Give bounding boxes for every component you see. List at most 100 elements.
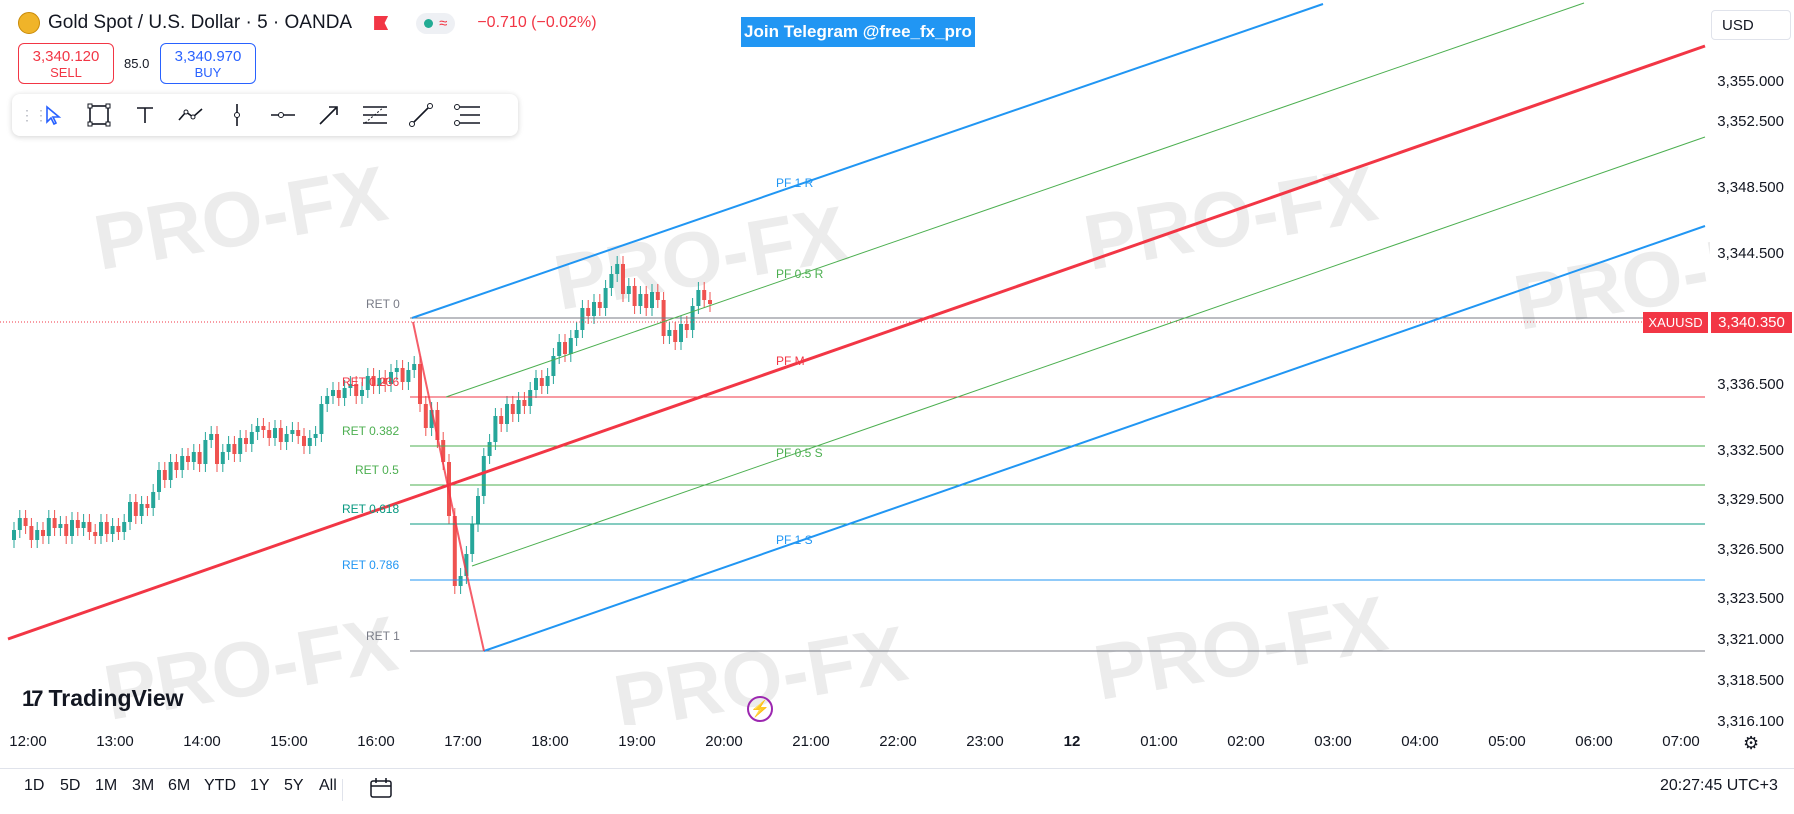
candle-body xyxy=(23,518,28,526)
price-axis[interactable]: 3,355.000 3,352.500 3,348.500 3,344.500 … xyxy=(1710,40,1794,730)
candle-body xyxy=(499,416,504,424)
drawing-toolbar: ⋮⋮ xyxy=(12,94,518,136)
candle-body xyxy=(487,442,492,456)
ret-0382-label: RET 0.382 xyxy=(342,424,399,438)
candle-body xyxy=(267,430,272,438)
drag-handle-icon[interactable]: ⋮⋮ xyxy=(20,106,48,123)
time-axis-label: 21:00 xyxy=(792,733,830,750)
lightning-icon[interactable]: ⚡ xyxy=(747,696,773,722)
range-5y-button[interactable]: 5Y xyxy=(284,777,304,794)
range-5d-button[interactable]: 5D xyxy=(60,777,81,794)
symbol-header[interactable]: Gold Spot / U.S. Dollar · 5 · OANDA ≈ −0… xyxy=(18,10,597,36)
tradingview-logo[interactable]: 17 TradingView xyxy=(22,685,184,712)
candle-body xyxy=(626,286,631,294)
time-axis-label: 03:00 xyxy=(1314,733,1352,750)
ret-1-label: RET 1 xyxy=(366,629,400,643)
candle-body xyxy=(151,492,156,508)
text-icon[interactable] xyxy=(122,96,168,134)
range-1d-button[interactable]: 1D xyxy=(24,777,45,794)
time-axis[interactable]: 12:00 13:00 14:00 15:00 16:00 17:00 18:0… xyxy=(0,733,1794,757)
toolbar-divider xyxy=(342,779,343,801)
candle-body xyxy=(93,532,98,536)
symbol-price-tag: XAUUSD xyxy=(1643,312,1708,333)
time-axis-label: 23:00 xyxy=(966,733,1004,750)
symbol-title[interactable]: Gold Spot / U.S. Dollar · 5 · OANDA xyxy=(48,12,353,33)
candle-body xyxy=(197,452,202,464)
time-axis-label: 19:00 xyxy=(618,733,656,750)
candle-body xyxy=(650,292,654,308)
candle-body xyxy=(255,426,260,432)
candle-body xyxy=(667,330,672,336)
currency-selector[interactable]: USD xyxy=(1711,10,1791,40)
time-axis-label: 17:00 xyxy=(444,733,482,750)
candle-body xyxy=(516,400,521,414)
candle-body xyxy=(360,390,364,396)
clock-timezone[interactable]: 20:27:45 UTC+3 xyxy=(1660,777,1778,794)
candle-body xyxy=(35,530,40,540)
range-1y-button[interactable]: 1Y xyxy=(250,777,270,794)
candle-body xyxy=(238,438,243,454)
range-ytd-button[interactable]: YTD xyxy=(204,777,236,794)
candle-body xyxy=(46,518,51,536)
spread-value: 85.0 xyxy=(124,56,150,71)
candle-body xyxy=(429,410,434,428)
candle-body xyxy=(348,384,353,388)
price-axis-label: 3,355.000 xyxy=(1717,73,1784,90)
time-axis-label: 13:00 xyxy=(96,733,134,750)
path-icon[interactable] xyxy=(168,96,214,134)
candle-body xyxy=(215,434,219,464)
flag-icon[interactable] xyxy=(374,16,389,30)
candle-body xyxy=(290,430,295,434)
pf-1s-label: PF 1 S xyxy=(776,533,813,547)
pitchfork-icon[interactable] xyxy=(444,96,490,134)
candle-body xyxy=(342,388,347,398)
candle-body xyxy=(632,286,637,306)
candle-body xyxy=(41,530,45,536)
watermark-text: PRO-FX xyxy=(1088,579,1393,717)
range-3m-button[interactable]: 3M xyxy=(132,777,155,794)
range-6m-button[interactable]: 6M xyxy=(168,777,191,794)
price-axis-label: 3,352.500 xyxy=(1717,113,1784,130)
candle-body xyxy=(452,516,457,586)
watermark-text: PRO-FX xyxy=(1078,149,1383,287)
range-1m-button[interactable]: 1M xyxy=(95,777,118,794)
candle-body xyxy=(302,436,306,446)
horizontal-ray-icon[interactable] xyxy=(260,96,306,134)
candle-body xyxy=(313,434,318,438)
candle-body xyxy=(209,434,214,440)
chart-settings-icon[interactable]: ⚙ xyxy=(1743,733,1760,753)
candle-body xyxy=(557,342,562,356)
market-status-pill[interactable]: ≈ xyxy=(416,12,456,34)
pf-05s-line xyxy=(471,136,1706,567)
fib-retracement-icon[interactable] xyxy=(352,96,398,134)
buy-button[interactable]: 3,340.970 BUY xyxy=(160,43,256,84)
candle-body xyxy=(145,504,150,508)
arrow-icon[interactable] xyxy=(306,96,352,134)
candle-body xyxy=(87,522,92,532)
trend-line-icon[interactable] xyxy=(398,96,444,134)
candle-body xyxy=(702,290,707,300)
candle-body xyxy=(319,404,324,434)
time-axis-label: 04:00 xyxy=(1401,733,1439,750)
rectangle-icon[interactable] xyxy=(76,96,122,134)
calendar-icon[interactable] xyxy=(369,777,393,799)
candle-body xyxy=(133,502,138,516)
telegram-banner[interactable]: Join Telegram @free_fx_pro xyxy=(741,17,975,47)
tradingview-brand: TradingView xyxy=(48,685,184,711)
candle-body xyxy=(58,524,63,528)
candle-body xyxy=(284,434,289,442)
candle-body xyxy=(528,390,533,406)
time-axis-label: 07:00 xyxy=(1662,733,1700,750)
time-axis-day-label: 12 xyxy=(1063,733,1081,750)
vertical-line-icon[interactable] xyxy=(214,96,260,134)
price-axis-label: 3,332.500 xyxy=(1717,442,1784,459)
cursor-icon[interactable] xyxy=(30,96,76,134)
candle-body xyxy=(325,396,330,404)
range-all-button[interactable]: All xyxy=(319,777,337,794)
sell-button[interactable]: 3,340.120 SELL xyxy=(18,43,114,84)
pf-05r-label: PF 0.5 R xyxy=(776,267,824,281)
candle-body xyxy=(580,308,585,330)
chart-area[interactable]: PRO-FX PRO-FX PRO-FX PRO-FX PRO-FX PRO-FX PRO-… xyxy=(0,0,1710,725)
candle-body xyxy=(17,518,22,530)
